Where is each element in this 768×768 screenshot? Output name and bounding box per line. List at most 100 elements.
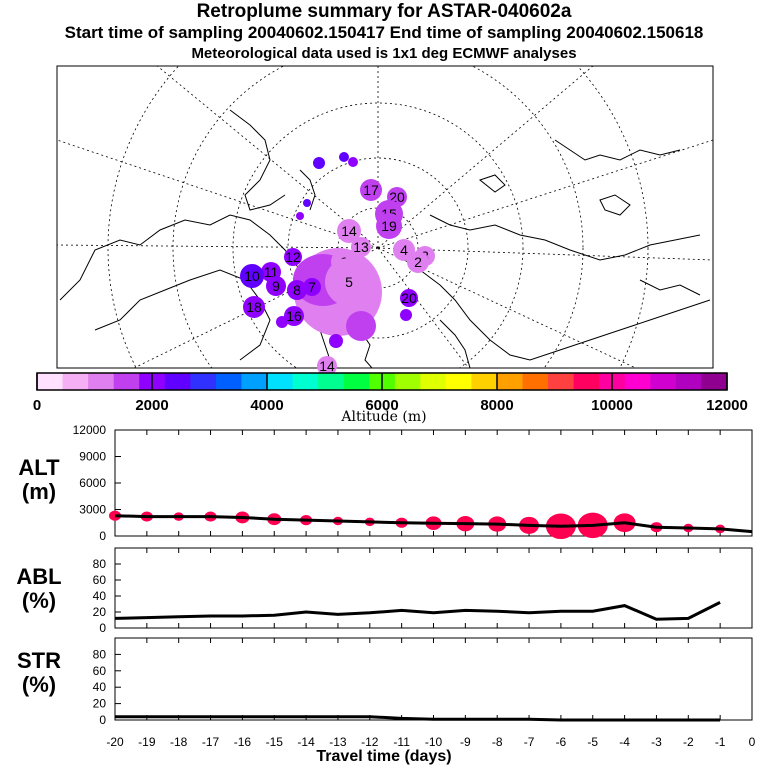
x-tick-label: -5 (587, 735, 598, 749)
alt-plume-marker (109, 510, 121, 521)
x-tick-label: 0 (749, 735, 756, 749)
colorbar-segment (267, 373, 294, 390)
plume-dot (303, 199, 311, 207)
plume-cluster-label: 11 (264, 264, 279, 280)
plume-cluster-label: 14 (341, 223, 357, 239)
colorbar-segment (624, 373, 651, 390)
plume-cluster (351, 237, 371, 257)
alt-series-line (114, 514, 753, 534)
str-panel-frame (114, 637, 753, 721)
x-tick-label: -14 (297, 735, 315, 749)
alt-y-tick-label: 6000 (79, 476, 106, 490)
colorbar-segment (343, 373, 370, 390)
x-tick-label: -8 (492, 735, 503, 749)
plume-cluster-label: 4 (400, 242, 408, 258)
plume-cluster (376, 213, 402, 239)
plume-cluster-label: 12 (285, 249, 301, 265)
x-tick-label: -17 (202, 735, 220, 749)
colorbar-segment (215, 373, 242, 390)
x-tick-label: -20 (106, 735, 124, 749)
str-series-line (115, 715, 721, 722)
x-tick-label: -7 (524, 735, 535, 749)
plume-cluster-label: 5 (345, 274, 353, 290)
abl-panel-ylabel: ABL (%) (0, 565, 79, 613)
colorbar-label: Altitude (m) (341, 409, 427, 425)
str-y-tick-label: 0 (99, 713, 106, 727)
alt-label-line1: ALT (18, 455, 60, 480)
colorbar-tick-label: 0 (33, 397, 41, 414)
plume-cluster (284, 306, 304, 326)
x-tick-label: -6 (556, 735, 567, 749)
x-tick-label: -11 (393, 735, 410, 749)
colorbar-tick-label: 4000 (250, 397, 283, 414)
str-y-tick-label: 20 (93, 697, 107, 711)
plume-dot (313, 157, 325, 169)
abl-label-line2: (%) (21, 588, 57, 613)
plume-cluster-label: 20 (401, 290, 417, 306)
alt-label-line2: (m) (21, 479, 57, 504)
plume-dot (339, 152, 349, 162)
colorbar-segment (37, 373, 64, 390)
colorbar-segment (675, 373, 702, 390)
str-label-line1: STR (17, 648, 61, 673)
colorbar-segment (650, 373, 677, 390)
chart-title: Retroplume summary for ASTAR-040602a (196, 1, 572, 22)
plume-dot (400, 309, 412, 321)
colorbar-segment (190, 373, 217, 390)
alt-y-tick-label: 3000 (79, 503, 106, 517)
colorbar-segment (497, 373, 524, 390)
abl-y-tick-label: 20 (93, 605, 107, 619)
plume-cluster-label: 8 (293, 282, 301, 298)
str-y-tick-label: 60 (93, 664, 107, 678)
alt-y-tick-label: 12000 (73, 423, 107, 437)
plume-cluster-label: 17 (363, 182, 379, 198)
plume-cluster-label: 10 (244, 268, 260, 284)
plume-dot (329, 334, 343, 348)
x-tick-label: -10 (425, 735, 443, 749)
altitude-colorbar: 0 2000 4000 6000 8000 10000 12000 (33, 372, 748, 414)
x-tick-label: -3 (651, 735, 662, 749)
plume-cluster-label: 2 (414, 254, 422, 270)
x-tick-label: -2 (683, 735, 694, 749)
plume-cluster (284, 248, 302, 266)
x-tick-label: -19 (138, 735, 156, 749)
x-tick-label: -18 (170, 735, 188, 749)
meteo-data-line: Meteorological data used is 1x1 deg ECMW… (191, 45, 577, 62)
plume-dot (348, 157, 358, 167)
plume-cluster (303, 278, 321, 296)
colorbar-segment (241, 373, 268, 390)
x-tick-label: -12 (361, 735, 379, 749)
colorbar-segment (548, 373, 575, 390)
colorbar-tick-label: 10000 (591, 397, 633, 414)
colorbar-segment (292, 373, 319, 390)
plume-cluster (360, 179, 382, 201)
str-panel-ylabel: STR (%) (0, 649, 79, 697)
str-y-tick-label: 80 (93, 647, 107, 661)
alt-panel-ylabel: ALT (m) (0, 456, 79, 504)
colorbar-segment (573, 373, 600, 390)
retroplume-map: 1720151914131211109876543216182014 (56, 65, 714, 376)
abl-y-tick-label: 60 (93, 573, 107, 587)
plume-cluster-label: 14 (319, 358, 335, 374)
abl-y-tick-label: 0 (99, 621, 106, 635)
colorbar-tick-label: 8000 (480, 397, 513, 414)
x-tick-label: -16 (234, 735, 252, 749)
colorbar-segment (394, 373, 421, 390)
alt-y-tick-label: 9000 (79, 450, 106, 464)
sampling-time-line: Start time of sampling 20040602.150417 E… (64, 23, 704, 42)
colorbar-segment (88, 373, 115, 390)
colorbar-segment (522, 373, 549, 390)
abl-y-tick-label: 40 (93, 589, 107, 603)
x-tick-label: -13 (329, 735, 347, 749)
time-series-panels: -20 -19 -18 -17 -16 -15 -14 -13 -12 -11 -10 -9 -8 -7-… (73, 423, 756, 749)
plume-cluster (243, 296, 265, 318)
str-label-line2: (%) (21, 672, 57, 697)
x-tick-label: -1 (715, 735, 726, 749)
plume-cluster-label: 13 (353, 239, 369, 255)
abl-y-tick-label: 80 (93, 557, 107, 571)
plume-cluster (325, 258, 373, 306)
plume-cluster (407, 251, 429, 273)
x-tick-label: -9 (460, 735, 471, 749)
colorbar-segment (318, 373, 345, 390)
